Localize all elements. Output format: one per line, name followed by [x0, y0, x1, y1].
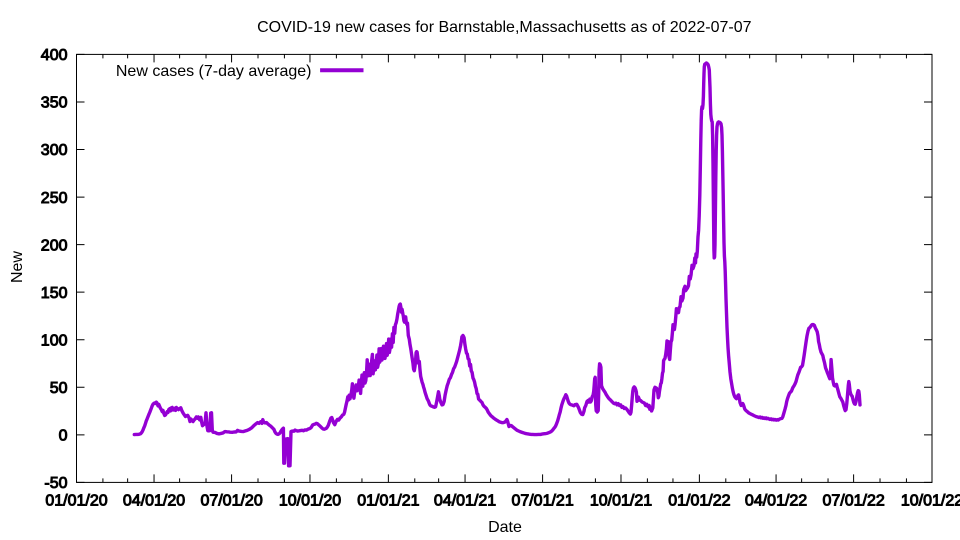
svg-text:COVID-19 new cases for Barnsta: COVID-19 new cases for Barnstable,Massac… — [257, 19, 752, 36]
svg-text:07/01/20: 07/01/20 — [200, 492, 262, 509]
svg-text:150: 150 — [41, 285, 68, 302]
svg-text:10/01/22: 10/01/22 — [901, 492, 960, 509]
svg-text:01/01/20: 01/01/20 — [45, 492, 107, 509]
svg-text:04/01/21: 04/01/21 — [434, 492, 496, 509]
svg-text:04/01/22: 04/01/22 — [745, 492, 807, 509]
svg-text:07/01/22: 07/01/22 — [822, 492, 884, 509]
svg-text:01/01/21: 01/01/21 — [357, 492, 419, 509]
svg-text:01/01/22: 01/01/22 — [668, 492, 730, 509]
svg-text:100: 100 — [41, 332, 68, 349]
svg-text:04/01/20: 04/01/20 — [123, 492, 185, 509]
svg-text:Date: Date — [488, 519, 522, 536]
svg-text:07/01/21: 07/01/21 — [511, 492, 573, 509]
svg-text:10/01/21: 10/01/21 — [590, 492, 652, 509]
svg-text:0: 0 — [59, 428, 68, 445]
svg-text:200: 200 — [41, 237, 68, 254]
svg-text:50: 50 — [50, 380, 68, 397]
svg-text:-50: -50 — [44, 475, 67, 492]
svg-text:10/01/20: 10/01/20 — [279, 492, 341, 509]
svg-text:250: 250 — [41, 190, 68, 207]
svg-text:300: 300 — [41, 142, 68, 159]
svg-text:New: New — [9, 251, 26, 283]
svg-text:400: 400 — [41, 47, 68, 64]
svg-text:New cases (7-day average): New cases (7-day average) — [116, 63, 312, 80]
svg-text:350: 350 — [41, 95, 68, 112]
